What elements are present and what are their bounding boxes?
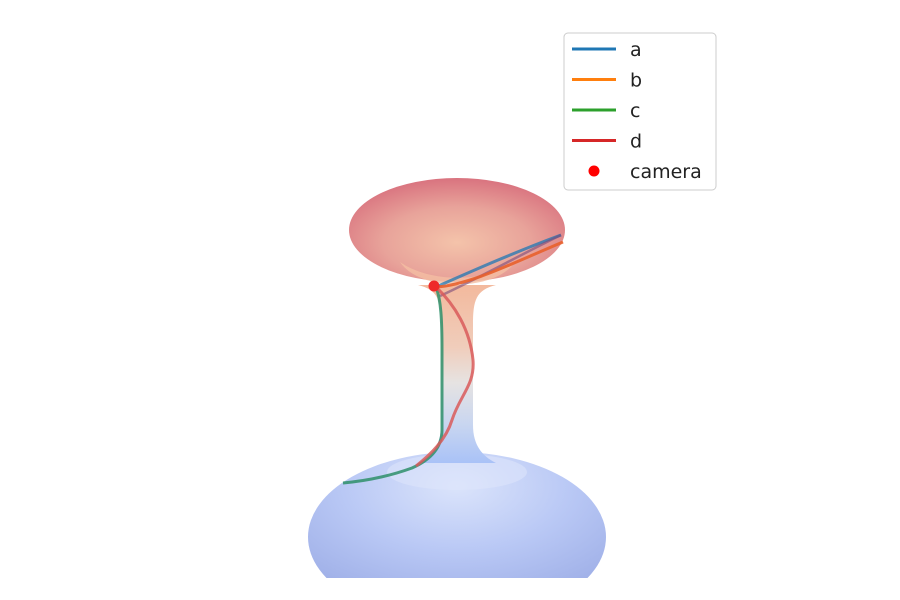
- geodesic-a: [435, 233, 562, 289]
- legend-label-camera: camera: [630, 161, 702, 183]
- legend-marker-camera: [588, 165, 600, 177]
- legend-label-a: a: [630, 39, 642, 61]
- lower-sheet: [308, 452, 606, 578]
- geodesic-c: [342, 286, 444, 485]
- geodesic-paths: [342, 233, 564, 485]
- geodesic-d: [415, 285, 475, 468]
- legend-label-c: c: [630, 100, 640, 122]
- upper-sheet: [349, 178, 565, 282]
- legend-label-b: b: [630, 70, 642, 92]
- wormhole-throat: [418, 285, 496, 463]
- camera-marker: [428, 280, 440, 292]
- geodesic-b: [435, 240, 564, 289]
- upper-sheet-inner-shade: [400, 262, 515, 285]
- geodesic-a-overlay: [439, 233, 562, 298]
- legend-label-d: d: [630, 131, 642, 153]
- legend-frame: [563, 32, 717, 191]
